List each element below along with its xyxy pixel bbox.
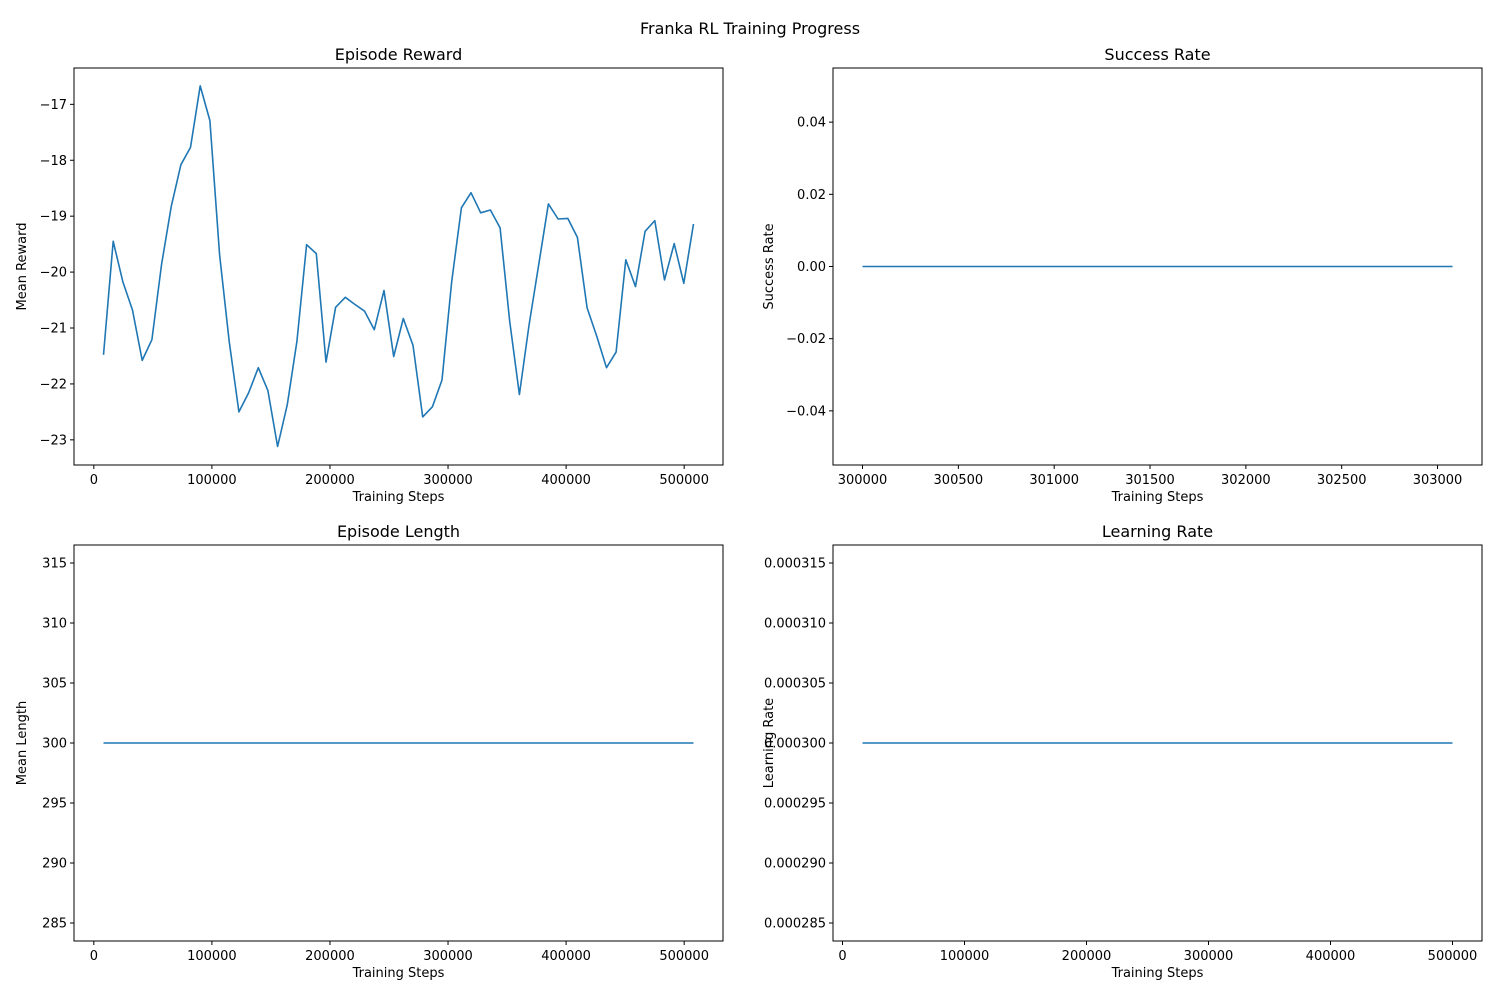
subplot-success-rate: Success Rate 300000 300500 301000 301500 3020… [762,45,1483,505]
x-tick-label: 0 [90,949,98,964]
subplot-episode-reward: Episode Reward 0 100000 200000 300000 400000 5… [15,45,724,505]
x-tick-label: 300500 [934,473,984,488]
x-axis-label: Training Steps [1111,490,1204,505]
x-tick-label: 400000 [1306,949,1356,964]
y-axis-label: Mean Length [15,701,30,785]
axes-frame [73,544,724,942]
x-tick-label: 300000 [838,473,888,488]
y-tick-label: 0.000315 [764,557,826,572]
y-tick-label: −0.02 [786,332,826,347]
x-tick-label: 0 [838,949,846,964]
y-tick-label: −23 [40,433,67,448]
axes-frame [832,67,1483,466]
y-tick-label: 300 [42,737,67,752]
x-tick-label: 200000 [305,473,355,488]
y-tick-label: 0.00 [797,260,826,275]
x-tick-label: 500000 [1428,949,1478,964]
y-tick-label: −20 [40,266,67,281]
x-tick-label: 100000 [940,949,990,964]
x-tick-label: 300000 [423,949,473,964]
y-tick-label: −17 [40,98,67,113]
x-tick-label: 302500 [1317,473,1367,488]
x-tick-label: 400000 [541,473,591,488]
figure-title: Franka RL Training Progress [640,19,860,38]
x-tick-label: 500000 [659,949,709,964]
x-tick-label: 200000 [1062,949,1112,964]
y-tick-label: 0.000290 [764,857,826,872]
subplot-episode-length: Episode Length 0 100000 200000 300000 400000 5… [15,522,724,981]
y-tick-label: 285 [42,917,67,932]
y-tick-label: 0.02 [797,188,826,203]
x-tick-label: 301500 [1125,473,1175,488]
y-tick-label: 305 [42,677,67,692]
y-tick-label: 0.000295 [764,797,826,812]
x-tick-label: 300000 [423,473,473,488]
subplot-title: Learning Rate [1102,522,1213,541]
y-tick-label: 315 [42,557,67,572]
y-axis-label: Success Rate [762,223,777,309]
x-axis-label: Training Steps [1111,966,1204,981]
subplot-learning-rate: Learning Rate 0 100000 200000 300000 400000 50… [762,522,1483,981]
y-tick-label: −22 [40,377,67,392]
subplot-title: Success Rate [1104,45,1210,64]
y-tick-label: 295 [42,797,67,812]
y-axis-label: Learning Rate [762,698,777,788]
x-tick-label: 500000 [659,473,709,488]
x-axis-label: Training Steps [352,490,445,505]
axes-frame [832,544,1483,942]
y-tick-label: 0.04 [797,116,826,131]
y-tick-label: −19 [40,210,67,225]
y-tick-label: 0.000285 [764,917,826,932]
y-tick-label: 310 [42,617,67,632]
y-tick-label: −18 [40,154,67,169]
y-axis-label: Mean Reward [15,223,30,311]
x-tick-label: 0 [90,473,98,488]
axes-frame [73,67,724,466]
y-tick-label: −21 [40,322,67,337]
y-tick-label: 0.000305 [764,677,826,692]
x-tick-label: 400000 [541,949,591,964]
subplot-title: Episode Length [337,522,460,541]
x-tick-label: 300000 [1184,949,1234,964]
x-tick-label: 301000 [1029,473,1079,488]
y-tick-label: 0.000310 [764,617,826,632]
y-tick-label: −0.04 [786,404,826,419]
x-tick-label: 200000 [305,949,355,964]
y-tick-label: 0.000300 [764,737,826,752]
x-axis-label: Training Steps [352,966,445,981]
x-tick-label: 302000 [1221,473,1271,488]
series-line [102,85,695,448]
subplot-title: Episode Reward [335,45,463,64]
x-tick-label: 100000 [187,473,237,488]
x-tick-label: 303000 [1413,473,1463,488]
y-tick-label: 290 [42,857,67,872]
x-tick-label: 100000 [187,949,237,964]
